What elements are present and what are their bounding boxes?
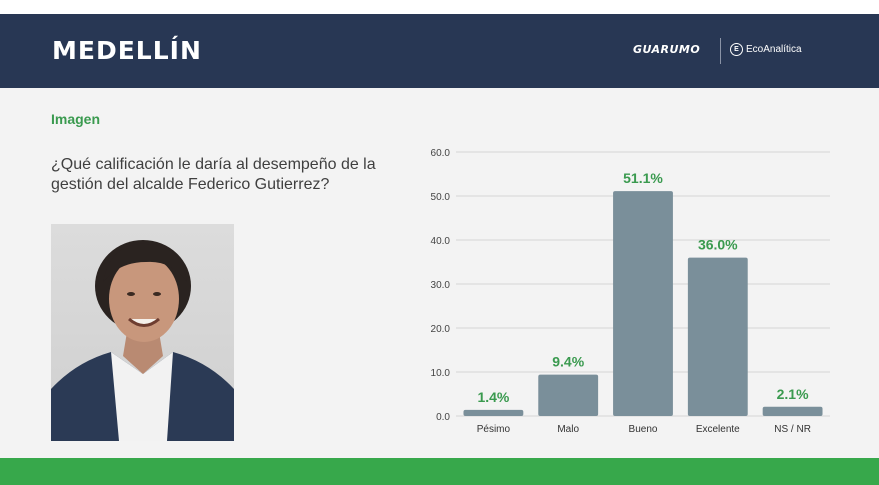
ecoanalitica-icon: E bbox=[730, 43, 743, 56]
header-bar: MEDELLÍN GUARUMO E EcoAnalítica bbox=[0, 14, 879, 88]
chart-svg: 0.0 10.0 20.0 30.0 40.0 50.0 60.0 1.4% Pésimo 9.4… bbox=[431, 148, 830, 435]
x-tick-label: NS / NR bbox=[774, 424, 811, 435]
y-tick-label: 60.0 bbox=[431, 148, 451, 159]
ecoanalitica-label: EcoAnalítica bbox=[746, 44, 802, 55]
ecoanalitica-logo: E EcoAnalítica bbox=[730, 43, 802, 56]
y-tick-label: 20.0 bbox=[431, 324, 451, 335]
x-tick-label: Malo bbox=[557, 424, 579, 435]
y-tick-label: 0.0 bbox=[436, 412, 450, 423]
portrait-photo bbox=[51, 224, 234, 441]
data-label: 1.4% bbox=[477, 389, 509, 405]
guarumo-logo: GUARUMO bbox=[633, 43, 701, 56]
x-tick-label: Excelente bbox=[696, 424, 740, 435]
portrait-illustration bbox=[51, 240, 234, 441]
footer-bar bbox=[0, 458, 879, 485]
data-label: 51.1% bbox=[623, 170, 663, 186]
survey-question: ¿Qué calificación le daría al desempeño … bbox=[51, 156, 376, 193]
bar-3 bbox=[613, 191, 673, 416]
logo-divider bbox=[720, 38, 721, 64]
bar-5 bbox=[762, 406, 823, 416]
rating-bar-chart: 0.0 10.0 20.0 30.0 40.0 50.0 60.0 1.4% Pésimo 9.4… bbox=[400, 138, 840, 453]
x-tick-label: Pésimo bbox=[477, 424, 511, 435]
bar-4 bbox=[687, 257, 748, 416]
y-tick-label: 50.0 bbox=[431, 192, 451, 203]
y-tick-label: 10.0 bbox=[431, 368, 451, 379]
bar-1 bbox=[463, 409, 524, 416]
data-label: 2.1% bbox=[777, 386, 809, 402]
y-tick-label: 40.0 bbox=[431, 236, 451, 247]
data-label: 36.0% bbox=[698, 237, 738, 253]
slide: MEDELLÍN GUARUMO E EcoAnalítica Imagen ¿… bbox=[0, 14, 879, 485]
x-tick-label: Bueno bbox=[629, 424, 658, 435]
bar-2 bbox=[538, 374, 599, 416]
section-title: Imagen bbox=[51, 111, 101, 127]
data-label: 9.4% bbox=[552, 354, 584, 370]
y-tick-label: 30.0 bbox=[431, 280, 451, 291]
city-title: MEDELLÍN bbox=[52, 36, 202, 65]
